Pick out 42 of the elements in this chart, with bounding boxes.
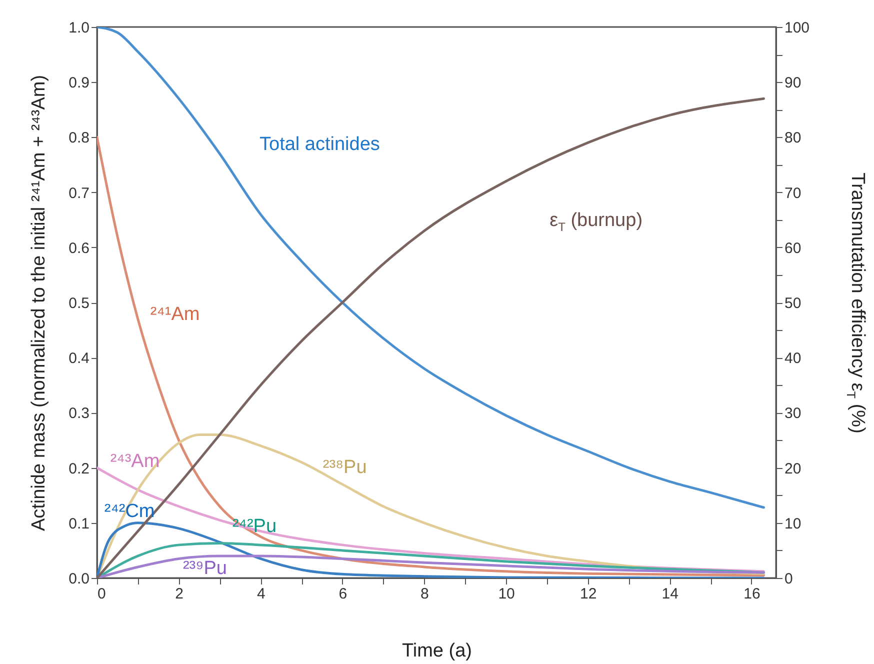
y-tick-label: 0.8 xyxy=(68,130,90,147)
y-tick-label: 0.6 xyxy=(68,240,90,257)
x-tick-label: 14 xyxy=(662,586,678,602)
y-tick-label: 0.0 xyxy=(68,570,90,588)
y-tick-label: 0.5 xyxy=(68,295,90,312)
y-tick-label: 0.1 xyxy=(68,515,90,532)
x-tick-label: 16 xyxy=(744,586,760,602)
y2-tick-label: 80 xyxy=(784,130,802,147)
y2-tick-label: 0 xyxy=(784,570,793,588)
y-tick-label: 0.3 xyxy=(68,405,90,422)
y2-tick-label: 40 xyxy=(784,350,802,368)
series-label: ²³⁹Pu xyxy=(182,558,227,580)
y-tick-label: 0.4 xyxy=(68,350,90,368)
y2-tick-label: 60 xyxy=(784,240,802,257)
x-tick-label: 6 xyxy=(338,586,348,602)
x-tick-label: 12 xyxy=(580,586,597,602)
series-label: ²³⁸Pu xyxy=(322,456,367,479)
text: ε$_{T}$ (burnup) xyxy=(550,210,643,234)
x-tick-label: 4 xyxy=(256,586,266,602)
y2-tick-label: 20 xyxy=(784,460,802,478)
y2-tick-label: 10 xyxy=(784,515,802,532)
series-label: ²⁴¹Am xyxy=(150,304,200,326)
x-tick-label: 8 xyxy=(420,586,429,602)
line-series xyxy=(97,554,765,578)
series-label: ²⁴²Pu xyxy=(232,516,277,538)
x-tick-label: 2 xyxy=(175,586,184,602)
x-tick-label: 0 xyxy=(98,586,106,602)
y2-tick-label: 90 xyxy=(784,74,802,92)
y-tick-label: 0.7 xyxy=(68,184,90,202)
series-label: ²⁴²Cm xyxy=(104,500,155,523)
y2-tick-label: 30 xyxy=(784,405,802,422)
x-tick-label: 10 xyxy=(498,586,515,602)
y2-tick-label: 100 xyxy=(784,20,810,36)
series-label: ²⁴³Am xyxy=(110,451,160,474)
y2-tick-label: 50 xyxy=(784,295,802,312)
y-tick-label: 1.0 xyxy=(68,20,90,36)
y-axis-title: Actinide mass (normalized to the initial ²⁴¹Am + ²⁴³Am) xyxy=(28,74,50,532)
x-axis-title: Time (a) xyxy=(402,640,472,662)
y-tick-label: 0.9 xyxy=(68,74,90,92)
y-tick-label: 0.2 xyxy=(68,460,90,478)
y2-tick-label: 70 xyxy=(784,184,802,202)
series-label: Total actinides xyxy=(260,134,380,156)
